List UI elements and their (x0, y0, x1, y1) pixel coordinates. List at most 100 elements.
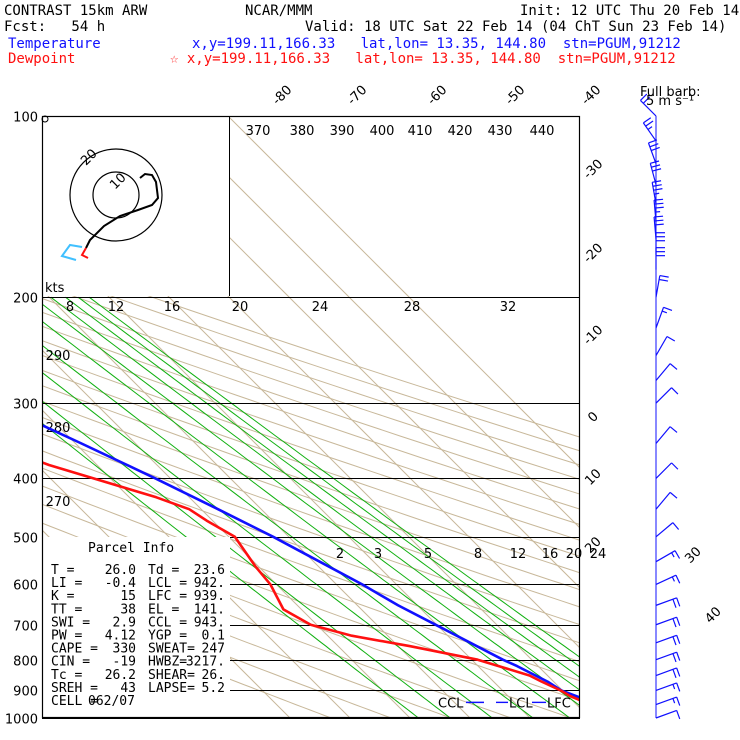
parcel-info-key: CELL = (51, 694, 98, 709)
parcel-info-value: 141. (194, 602, 225, 617)
parcel-info-value: 43 (120, 681, 136, 696)
wind-barb-flag (654, 219, 664, 222)
wind-barb-flag (652, 168, 662, 172)
wind-barb-staff (655, 550, 676, 563)
dry-adiabat-line (42, 297, 580, 480)
mixing-ratio-line (50, 296, 580, 691)
parcel-info-key: SHEAR= (148, 668, 195, 683)
mixing-ratio-label: 24 (312, 300, 329, 315)
parcel-info-key: SWEAT= (148, 642, 195, 657)
pressure-tick-label: 200 (13, 292, 38, 307)
wind-barb-half-flag (647, 126, 653, 130)
parcel-info-key: LFC = (148, 589, 187, 604)
pressure-tick-label: 800 (13, 655, 38, 670)
mixing-ratio-line (42, 422, 420, 718)
parcel-info-key: CIN = (51, 655, 90, 670)
mixing-ratio-line (42, 320, 571, 718)
parcel-info-value: -0.4 (105, 576, 136, 591)
model-title: CONTRAST 15km ARW (4, 3, 148, 19)
mixing-ratio-label: 16 (542, 547, 559, 562)
parcel-info-key: LCL = (148, 576, 187, 591)
parcel-info-key: Td = (148, 563, 179, 578)
dry-adiabat-label: 380 (290, 124, 315, 139)
parcel-info-key: CCL = (148, 615, 187, 630)
parcel-info-value: 942. (194, 576, 225, 591)
wind-barb-half-flag (654, 192, 660, 195)
dewpoint-legend: Dewpoint (8, 51, 76, 67)
ccl-label: CCL (438, 696, 464, 711)
mixing-ratio-label: 12 (108, 300, 125, 315)
pressure-tick-labels: 100 200 300 400 500 600 700 800 900 1000 (5, 111, 38, 728)
parcel-info-key: HWBZ= (148, 655, 187, 670)
lcl-label: LCL (509, 696, 533, 711)
wind-barb-staff (655, 616, 677, 626)
parcel-info-key: EL = (148, 602, 179, 617)
mixing-ratio-label: 28 (404, 300, 421, 315)
parcel-info-value: 3217. (186, 655, 225, 670)
isotherm-line (42, 409, 351, 718)
parcel-info-key: LI = (51, 576, 82, 591)
parcel-info-value: 38 (120, 602, 136, 617)
mixing-ratio-line (42, 400, 452, 718)
wind-barb-flag (671, 387, 679, 395)
wind-barb-flag (672, 669, 677, 679)
parcel-info-key: PW = (51, 629, 82, 644)
parcel-info-key: CAPE = (51, 642, 98, 657)
wind-barb-flag (666, 335, 676, 342)
wind-barb-flag (654, 223, 664, 226)
parcel-info-key: T = (51, 563, 75, 578)
parcel-info-value: 0.1 (202, 629, 225, 644)
wind-barb-flag (676, 635, 681, 644)
wind-barb-half-flag (671, 576, 675, 582)
wind-barb-staff (655, 336, 668, 356)
parcel-info-value: 4.12 (105, 629, 136, 644)
hodograph-trace-low (60, 243, 83, 261)
hodograph-inset: 20 10 kts (41, 115, 230, 296)
lfc-label: LFC (547, 696, 571, 711)
mixing-ratio-labels: 8 12 16 20 24 28 32 2 3 5 8 12 16 20 24 (66, 300, 606, 562)
wind-barb-flag (649, 143, 659, 148)
temperature-line (42, 423, 580, 699)
mixing-ratio-label: 24 (590, 547, 607, 562)
mixing-ratio-line (77, 296, 580, 668)
isotherm-line (227, 116, 580, 469)
mixing-ratio-label: 2 (336, 547, 344, 562)
wind-barb-half-flag (672, 684, 676, 690)
temperature-station-info: x,y=199.11,166.33 lat,lon= 13.35, 144.80… (192, 36, 681, 52)
barb-key: Full barb: 5 m s⁻¹ (640, 85, 701, 109)
wind-barb-staff (655, 522, 674, 538)
wind-barb-flag (672, 636, 677, 646)
mixing-ratio-label: 8 (66, 300, 74, 315)
mixing-ratio-label: 3 (374, 547, 382, 562)
source-label: NCAR/MMM (245, 3, 313, 19)
wind-barb-staff (655, 574, 677, 585)
wind-barb-flag (676, 597, 681, 607)
dry-adiabat-label: 430 (488, 124, 513, 139)
parcel-info-key: LAPSE= (148, 681, 195, 696)
parcel-info-value: 26.2 (105, 668, 136, 683)
parcel-info-title: Parcel Info (88, 541, 174, 556)
pressure-tick-label: 900 (13, 685, 38, 700)
parcel-info-value: 062/07 (88, 694, 135, 709)
mixing-ratio-label: 5 (424, 547, 432, 562)
parcel-info-value: 5.2 (202, 681, 225, 696)
wind-barb-flag (648, 139, 658, 144)
parcel-info-value: 2.9 (113, 615, 136, 630)
wind-barb-staff (642, 122, 657, 142)
wind-barb-staff (655, 275, 661, 298)
parcel-info-table: Parcel Info T = 26.0 Td = 23.6 LI = -0.4 LCL = 9… (51, 541, 225, 709)
parcel-info-key: Tc = (51, 668, 82, 683)
mixing-ratio-lines (42, 296, 580, 718)
dry-adiabat-label: 270 (46, 495, 71, 510)
wind-barb-flag (669, 491, 678, 499)
dry-adiabat-line (42, 400, 580, 591)
mixing-ratio-line (65, 296, 580, 679)
parcel-info-key: SWI = (51, 615, 90, 630)
mixing-ratio-line (42, 371, 494, 718)
wind-barb-flag (676, 682, 681, 692)
isotherm-label: -40 (579, 83, 605, 109)
wind-barb-flag (669, 363, 678, 370)
init-time: Init: 12 UTC Thu 20 Feb 14 (520, 3, 740, 19)
dry-adiabat-line (42, 467, 580, 663)
